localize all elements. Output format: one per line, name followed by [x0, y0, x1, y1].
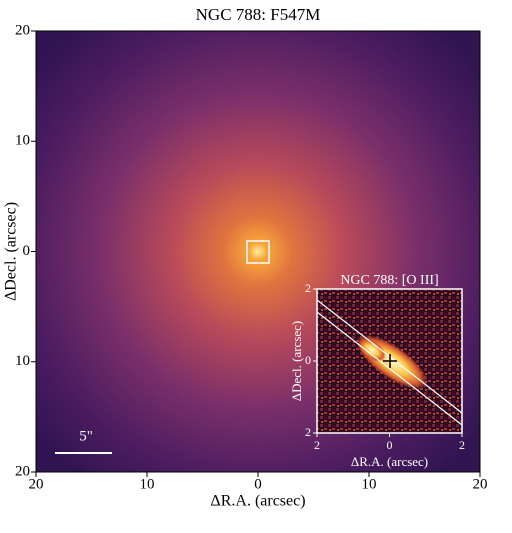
x-tick-label: 2 — [314, 438, 320, 452]
y-tick-label: 20 — [15, 463, 30, 479]
y-tick-label: 2 — [305, 281, 311, 295]
y-axis-label: ΔDecl. (arcsec) — [3, 202, 20, 301]
x-tick-label: 20 — [473, 476, 488, 492]
x-axis-label: ΔR.A. (arcsec) — [210, 493, 305, 510]
y-tick-label: 10 — [15, 353, 30, 369]
x-tick-label: 10 — [362, 476, 377, 492]
x-tick-label: 0 — [387, 438, 393, 452]
x-tick-label: 0 — [254, 476, 262, 492]
y-tick-label: 0 — [23, 243, 31, 259]
y-tick-label: 20 — [15, 22, 30, 38]
x-axis-label: ΔR.A. (arcsec) — [351, 454, 428, 469]
inset-image — [316, 288, 463, 434]
x-tick-label: 20 — [29, 476, 44, 492]
chart-title: NGC 788: F547M — [196, 5, 321, 24]
y-tick-label: 10 — [15, 133, 30, 149]
y-tick-label: 0 — [305, 353, 311, 367]
scale-bar-label: 5" — [79, 428, 93, 444]
x-tick-label: 2 — [459, 438, 465, 452]
x-tick-label: 10 — [140, 476, 155, 492]
y-tick-label: 2 — [305, 425, 311, 439]
y-axis-label: ΔDecl. (arcsec) — [289, 321, 304, 402]
chart-title: NGC 788: [O III] — [340, 273, 438, 288]
